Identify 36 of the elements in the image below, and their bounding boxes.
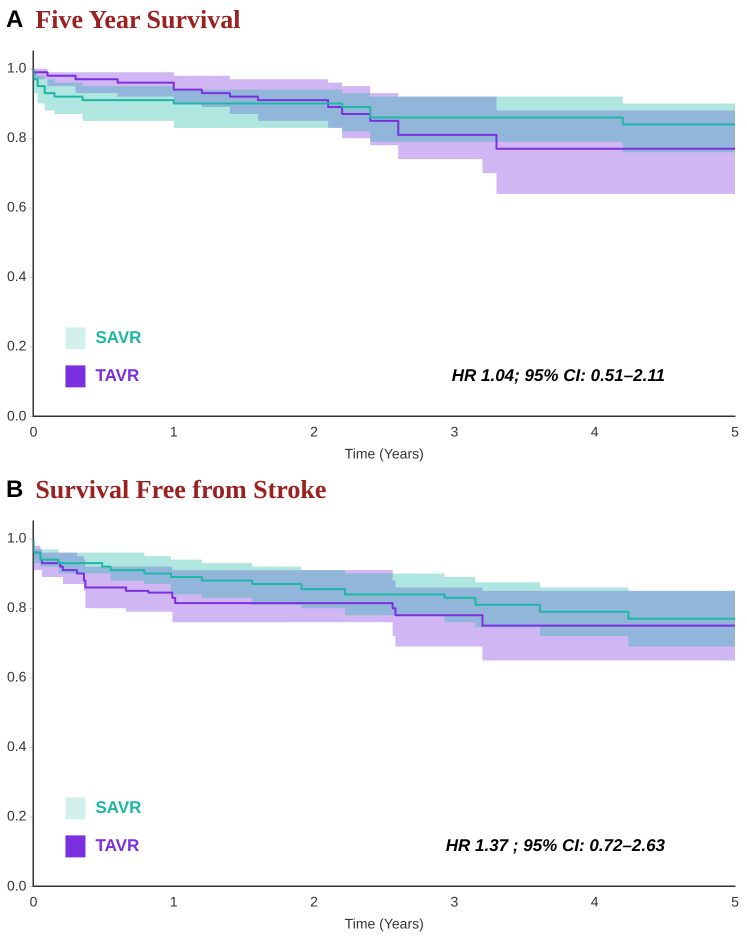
text: B [6,476,24,504]
x-tick-label: 3 [450,894,458,910]
y-tick-label: 1.0 [6,530,27,546]
chart-title: Survival Free from Stroke [35,475,326,505]
x-tick-label: 2 [310,424,318,440]
legend-label: SAVR [95,798,142,818]
y-tick-label: 0.6 [6,668,27,685]
x-tick-label: 4 [590,894,599,910]
y-tick-label: 1.0 [6,60,27,76]
text: TAVR [95,836,140,856]
x-axis-title: Time (Years) [344,915,424,932]
annotation: HR 1.37 ; 95% CI: 0.72–2.63 [446,836,666,856]
x-tick-label: 0 [30,424,38,440]
legend-label: SAVR [95,328,142,348]
x-tick-label: 1 [170,894,178,910]
y-tick-label: 0.4 [6,268,27,284]
y-tick-label: 0.2 [6,808,27,824]
legend-label: TAVR [95,366,140,386]
y-tick-label: 0.0 [6,407,27,424]
x-axis-title: Time (Years) [344,445,424,462]
x-tick-label: 5 [731,894,740,910]
y-tick-label: 0.4 [6,738,27,754]
x-tick-label: 4 [590,424,599,440]
x-tick-label: 0 [30,894,38,910]
chart-title: Five Year Survival [35,5,240,35]
y-tick-label: 0.0 [6,877,27,894]
x-tick-label: 1 [170,424,178,440]
x-tick-label: 2 [310,894,318,910]
text: A [6,6,24,34]
x-tick-label: 5 [731,424,740,440]
y-tick-label: 0.8 [6,599,27,616]
annotation: HR 1.04; 95% CI: 0.51–2.11 [452,366,665,386]
x-tick-label: 3 [450,424,458,440]
y-tick-label: 0.2 [6,338,27,354]
y-tick-label: 0.8 [6,129,27,146]
y-tick-label: 0.6 [6,198,27,215]
